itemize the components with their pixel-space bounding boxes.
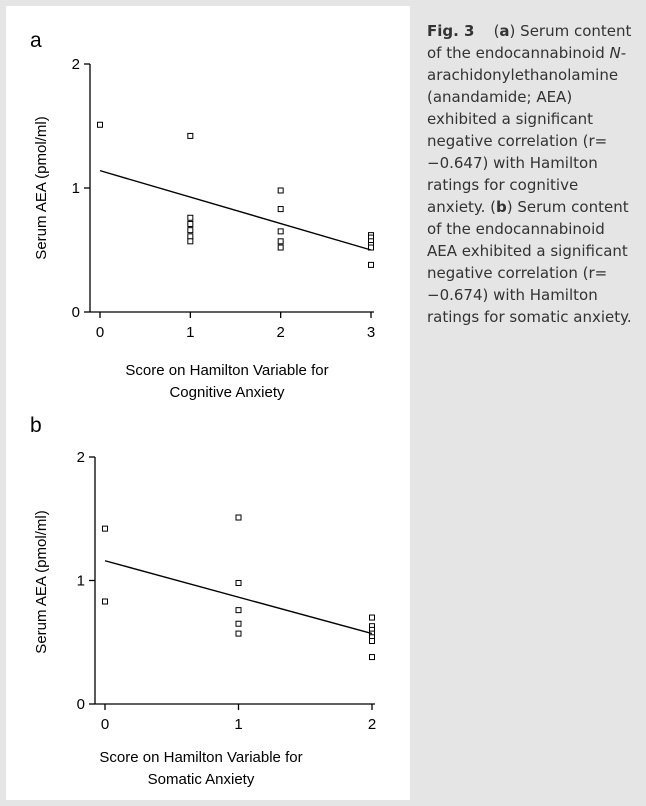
x-tick-label-a-0: 0 xyxy=(96,324,104,341)
data-point-b-6 xyxy=(235,630,242,637)
data-point-a-17 xyxy=(368,261,374,268)
data-point-b-12 xyxy=(369,638,375,645)
data-point-a-16 xyxy=(368,244,374,251)
caption-fig-label: Fig. 3 xyxy=(427,22,475,40)
data-point-a-3 xyxy=(187,220,194,227)
x-axis-label-a-line1: Score on Hamilton Variable for xyxy=(125,362,328,379)
y-tick-label-b-2: 2 xyxy=(77,449,85,466)
data-point-b-1 xyxy=(102,598,108,605)
x-tick-label-a-3: 3 xyxy=(367,324,375,341)
data-point-b-13 xyxy=(369,654,375,661)
caption-a-italic: N xyxy=(609,44,621,62)
y-tick-label-b-0: 0 xyxy=(77,696,85,713)
figure-charts: a 0 1 2 0 1 2 3 Score on Hamilton Variable for… xyxy=(30,29,376,788)
regression-line-b xyxy=(104,560,373,635)
plot-a: 0 1 2 0 1 2 3 xyxy=(72,56,376,341)
x-tick-label-b-0: 0 xyxy=(101,716,109,733)
data-point-a-4 xyxy=(187,227,194,234)
data-point-a-6 xyxy=(187,238,194,245)
caption-b-letter: b xyxy=(496,198,507,216)
data-point-b-0 xyxy=(102,525,108,532)
caption-a-text-2: -arachidonylethanola­mine (anandamide; A… xyxy=(427,44,627,216)
data-point-a-10 xyxy=(277,238,284,245)
data-point-a-1 xyxy=(187,132,194,139)
x-tick-label-b-2: 2 xyxy=(368,716,376,733)
data-point-a-9 xyxy=(277,228,284,235)
data-point-b-5 xyxy=(235,620,242,627)
caption-a-text-1: Serum content of the endocannabinoid xyxy=(427,22,632,62)
data-point-a-7 xyxy=(277,187,284,194)
x-tick-label-b-1: 1 xyxy=(234,716,242,733)
regression-line-a xyxy=(99,169,372,251)
x-tick-label-a-1: 1 xyxy=(186,324,194,341)
data-point-a-5 xyxy=(187,233,194,240)
y-axis-label-a: Serum AEA (pmol/ml) xyxy=(33,116,50,259)
caption-a-close: ) xyxy=(509,22,516,40)
chart-panel-a: a 0 1 2 0 1 2 3 Score on Hamilton Variable for… xyxy=(30,29,375,401)
data-point-b-4 xyxy=(235,607,242,614)
data-point-a-2 xyxy=(187,214,194,221)
data-point-a-8 xyxy=(277,206,284,213)
data-point-a-11 xyxy=(277,244,284,251)
caption-a-letter: a xyxy=(499,22,510,40)
caption-b-open: ( xyxy=(490,198,496,216)
caption-b-text: Serum content of the endocannabinoid AEA… xyxy=(427,198,632,326)
x-axis-label-a-line2: Cognitive Anxiety xyxy=(169,384,285,401)
data-point-b-7 xyxy=(369,614,375,621)
figure-caption: Fig. 3 (a) Serum content of the endocann… xyxy=(427,20,637,328)
figure-frame xyxy=(6,6,410,800)
caption-b-close: ) xyxy=(506,198,513,216)
y-tick-label-a-0: 0 xyxy=(72,304,80,321)
y-tick-label-a-2: 2 xyxy=(72,56,80,73)
y-axis-label-b: Serum AEA (pmol/ml) xyxy=(33,510,50,653)
panel-label-a: a xyxy=(30,29,42,52)
data-point-b-3 xyxy=(235,579,242,586)
data-point-b-2 xyxy=(235,514,242,521)
panel-label-b: b xyxy=(30,414,42,437)
y-tick-label-b-1: 1 xyxy=(77,573,85,590)
x-tick-label-a-2: 2 xyxy=(276,324,284,341)
data-point-a-0 xyxy=(97,121,103,128)
x-axis-label-b-line2: Somatic Anxiety xyxy=(148,771,255,788)
caption-a-open: ( xyxy=(493,22,500,40)
plot-b: 0 1 2 0 1 2 xyxy=(77,449,377,733)
x-axis-label-b-line1: Score on Hamilton Variable for xyxy=(99,749,302,766)
y-tick-label-a-1: 1 xyxy=(72,180,80,197)
